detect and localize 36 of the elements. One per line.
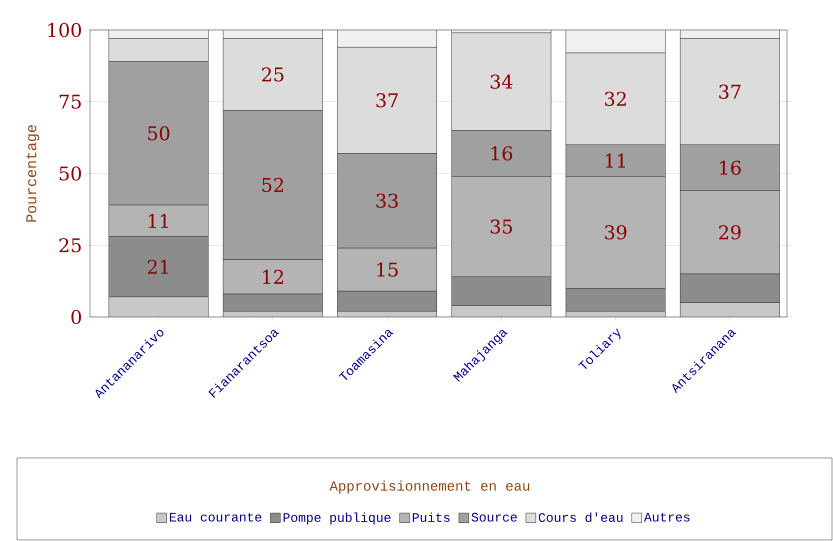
legend-label: Source <box>472 512 517 522</box>
y-tick-label: 100 <box>48 22 81 38</box>
data-label: 15 <box>377 262 398 277</box>
data-label: 50 <box>148 126 170 140</box>
data-label: 39 <box>605 225 626 240</box>
legend-title: Approvisionnement en eau <box>330 480 530 494</box>
data-label: 37 <box>376 93 398 108</box>
data-label: 34 <box>490 74 512 89</box>
y-tick-label: 50 <box>60 166 81 181</box>
y-tick-label: 0 <box>71 310 81 324</box>
data-label: 21 <box>148 260 168 274</box>
legend-label: Eau courante <box>170 512 262 522</box>
bar <box>337 30 438 48</box>
y-tick-label: 75 <box>60 94 81 109</box>
y-axis-title: Pourcentage <box>26 125 40 222</box>
legend-label: Cours d'eau <box>538 512 622 522</box>
bar <box>680 30 780 39</box>
data-label: 32 <box>605 92 626 106</box>
data-label: 52 <box>262 178 284 192</box>
legend-label: Puits <box>412 512 450 522</box>
data-label: 35 <box>490 219 512 234</box>
data-label: 16 <box>492 146 512 161</box>
data-label: 16 <box>720 160 741 175</box>
bar <box>566 30 666 54</box>
data-label: 37 <box>719 84 741 99</box>
bar <box>108 30 209 39</box>
y-tick-label: 25 <box>59 238 81 252</box>
data-label: 11 <box>148 214 168 228</box>
data-label: 12 <box>263 270 284 284</box>
data-label: 25 <box>262 67 284 82</box>
data-label: 33 <box>376 194 398 208</box>
legend-label: Autres <box>644 512 690 522</box>
bar <box>222 30 323 39</box>
legend-label: Pompe publique <box>284 512 391 525</box>
data-label: 29 <box>719 225 741 240</box>
data-label: 11 <box>606 154 625 168</box>
